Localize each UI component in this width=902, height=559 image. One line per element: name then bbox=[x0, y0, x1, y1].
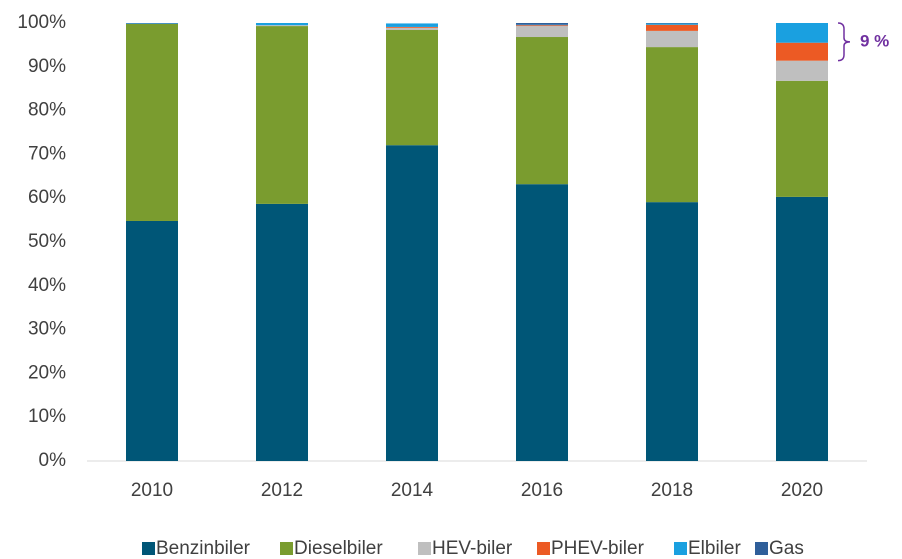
bar-segment bbox=[126, 23, 178, 221]
y-tick-label: 50% bbox=[28, 231, 66, 252]
bar-segment bbox=[256, 203, 308, 462]
bar-segment bbox=[386, 30, 438, 146]
x-tick-label: 2020 bbox=[781, 480, 823, 501]
bar-segment bbox=[776, 60, 828, 81]
legend-label: Dieselbiler bbox=[294, 538, 383, 559]
bar-segment bbox=[386, 145, 438, 461]
annotation-brace bbox=[837, 22, 851, 62]
y-tick-label: 30% bbox=[28, 319, 66, 340]
bar-segment bbox=[776, 42, 828, 61]
legend-label: Elbiler bbox=[688, 538, 741, 559]
x-tick-label: 2018 bbox=[651, 480, 693, 501]
legend-swatch bbox=[418, 542, 431, 555]
y-tick-label: 0% bbox=[39, 450, 67, 471]
y-tick-label: 90% bbox=[28, 56, 66, 77]
bar-segment bbox=[646, 24, 698, 31]
bar-segment bbox=[516, 25, 568, 27]
y-tick-label: 10% bbox=[28, 406, 66, 427]
x-tick-label: 2016 bbox=[521, 480, 563, 501]
legend-swatch bbox=[537, 542, 550, 555]
bar-segment bbox=[386, 23, 438, 27]
y-tick-label: 60% bbox=[28, 187, 66, 208]
y-tick-label: 20% bbox=[28, 362, 66, 383]
bar-segment bbox=[386, 27, 438, 31]
y-tick-label: 70% bbox=[28, 143, 66, 164]
bar-segment bbox=[516, 23, 568, 25]
bar-segment bbox=[776, 80, 828, 197]
x-tick-label: 2012 bbox=[261, 480, 303, 501]
legend-swatch bbox=[755, 542, 768, 555]
legend-label: Gas bbox=[769, 538, 804, 559]
legend-label: PHEV-biler bbox=[551, 538, 645, 559]
y-tick-label: 40% bbox=[28, 275, 66, 296]
bar-segment bbox=[646, 47, 698, 203]
bar-segment bbox=[776, 196, 828, 462]
legend-swatch bbox=[142, 542, 155, 555]
bar-segment bbox=[646, 202, 698, 461]
y-tick-label: 100% bbox=[17, 12, 66, 33]
bar-segment bbox=[256, 26, 308, 204]
legend-label: HEV-biler bbox=[432, 538, 513, 559]
bar-segment bbox=[516, 26, 568, 38]
annotation: 9 % bbox=[860, 31, 889, 50]
legend-swatch bbox=[674, 542, 687, 555]
legend-swatch bbox=[280, 542, 293, 555]
x-tick-label: 2014 bbox=[391, 480, 434, 501]
x-tick-label: 2010 bbox=[131, 480, 173, 501]
bar-segment bbox=[126, 220, 178, 461]
legend-label: Benzinbiler bbox=[156, 538, 251, 559]
bar-segment bbox=[646, 30, 698, 48]
bar-segment bbox=[386, 26, 438, 28]
bar-segment bbox=[776, 23, 828, 43]
bar-segment bbox=[646, 23, 698, 25]
bar-segment bbox=[256, 25, 308, 27]
bar-segment bbox=[516, 184, 568, 461]
y-tick-label: 80% bbox=[28, 100, 66, 121]
bar-segment bbox=[256, 23, 308, 26]
bar-segment bbox=[516, 37, 568, 185]
